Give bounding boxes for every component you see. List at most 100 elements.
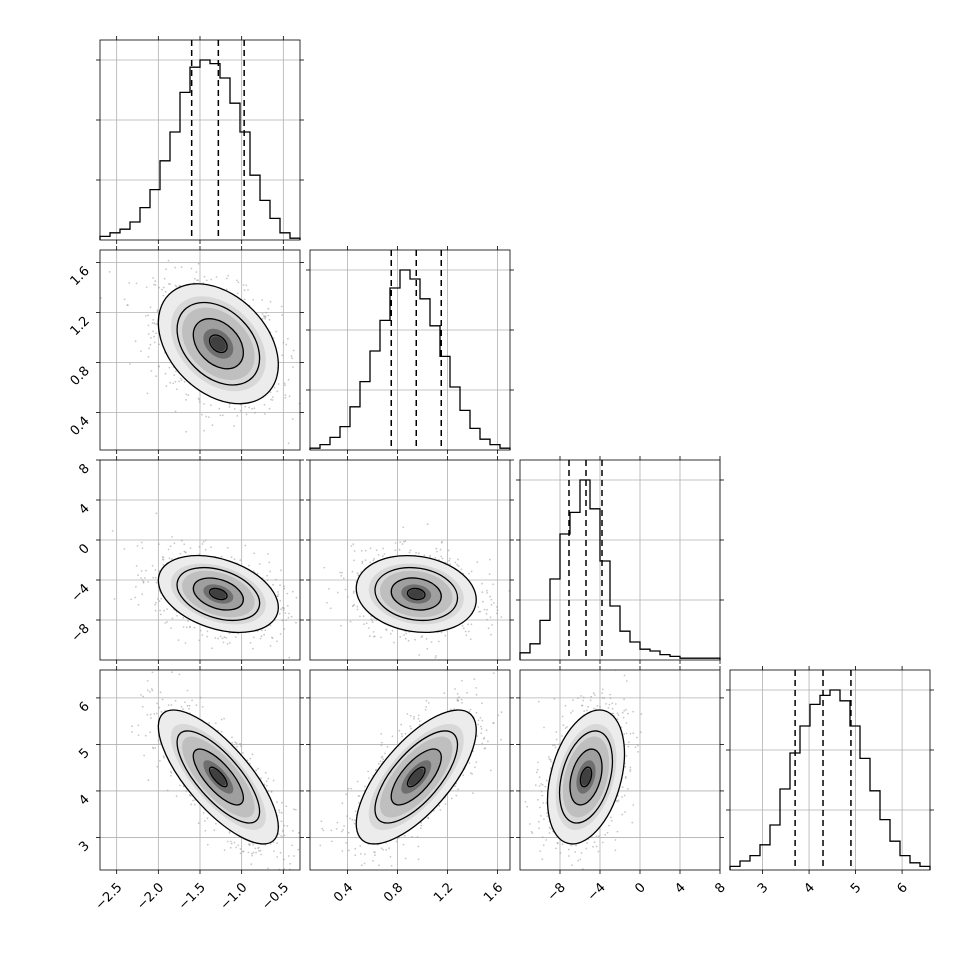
sample-point — [260, 629, 263, 632]
sample-point — [449, 563, 451, 566]
sample-point — [180, 266, 183, 269]
sample-point — [184, 701, 186, 704]
contour-line — [192, 748, 244, 806]
sample-point — [414, 638, 416, 641]
sample-point — [287, 378, 290, 381]
panel-content — [310, 670, 510, 870]
sample-point — [142, 695, 145, 698]
sample-point — [150, 337, 152, 339]
sample-point — [170, 704, 173, 706]
sample-point — [297, 848, 300, 851]
sample-point — [273, 850, 275, 852]
sample-point — [237, 281, 240, 284]
sample-point — [158, 543, 160, 545]
sample-point — [204, 548, 207, 551]
sample-point — [136, 545, 139, 547]
sample-point — [426, 647, 429, 650]
histogram-panel — [96, 36, 304, 244]
sample-point — [269, 300, 272, 303]
sample-point — [192, 799, 194, 802]
sample-point — [246, 759, 249, 762]
sample-point — [410, 727, 413, 730]
sample-point — [228, 403, 231, 406]
sample-point — [186, 689, 189, 692]
sample-point — [440, 555, 443, 558]
sample-point — [128, 282, 131, 284]
sample-point — [488, 573, 491, 575]
sample-point — [266, 579, 269, 581]
sample-point — [456, 692, 459, 695]
sample-point — [295, 621, 297, 624]
sample-point — [500, 616, 503, 618]
sample-point — [266, 574, 268, 577]
sample-point — [147, 779, 150, 782]
sample-point — [486, 618, 488, 621]
sample-point — [340, 830, 343, 833]
sample-point — [276, 801, 278, 804]
sample-point — [184, 642, 187, 644]
sample-point — [420, 824, 423, 827]
sample-point — [141, 593, 144, 596]
sample-point — [277, 383, 280, 385]
histogram-bars — [729, 689, 931, 870]
sample-point — [408, 551, 411, 554]
sample-point — [168, 366, 171, 369]
sample-point — [188, 794, 191, 796]
sample-point — [162, 294, 165, 297]
sample-point — [242, 284, 245, 286]
sample-point — [180, 706, 183, 708]
sample-point — [167, 548, 170, 551]
sample-point — [172, 382, 175, 385]
sample-point — [179, 552, 182, 555]
sample-point — [174, 380, 177, 383]
sample-point — [198, 639, 201, 642]
sample-point — [292, 366, 294, 368]
sample-point — [221, 414, 224, 417]
sample-point — [436, 550, 438, 553]
sample-point — [282, 619, 284, 622]
sample-point — [383, 553, 386, 555]
sample-point — [409, 549, 412, 552]
sample-point — [481, 591, 484, 594]
sample-point — [277, 591, 279, 593]
sample-point — [249, 641, 252, 644]
sample-point — [162, 564, 165, 566]
sample-point — [218, 407, 221, 410]
sample-point — [282, 829, 284, 832]
sample-point — [462, 774, 465, 777]
sample-point — [276, 856, 279, 858]
sample-point — [140, 541, 143, 544]
sample-point — [175, 388, 178, 391]
sample-point — [195, 704, 198, 707]
sample-point — [157, 365, 160, 367]
sample-point — [231, 742, 234, 744]
sample-point — [141, 579, 144, 582]
sample-point — [213, 829, 216, 832]
sample-point — [182, 708, 184, 711]
sample-point — [399, 541, 402, 543]
sample-point — [265, 311, 267, 314]
sample-point — [454, 561, 457, 564]
sample-point — [150, 717, 152, 719]
sample-point — [182, 617, 184, 619]
sample-point — [134, 340, 137, 343]
sample-point — [285, 343, 288, 346]
sample-point — [156, 702, 158, 705]
sample-point — [178, 380, 180, 383]
sample-point — [173, 374, 176, 376]
sample-point — [326, 602, 328, 604]
sample-point — [206, 843, 209, 846]
sample-point — [283, 587, 286, 590]
sample-point — [252, 843, 255, 846]
sample-point — [350, 787, 353, 790]
sample-point — [210, 278, 213, 281]
sample-point — [220, 555, 223, 558]
sample-point — [292, 349, 295, 352]
sample-point — [236, 745, 238, 748]
sample-point — [489, 558, 491, 561]
sample-point — [155, 375, 158, 378]
sample-point — [321, 827, 324, 830]
sample-point — [201, 413, 203, 416]
contour-line — [374, 566, 459, 622]
sample-point — [179, 784, 181, 787]
